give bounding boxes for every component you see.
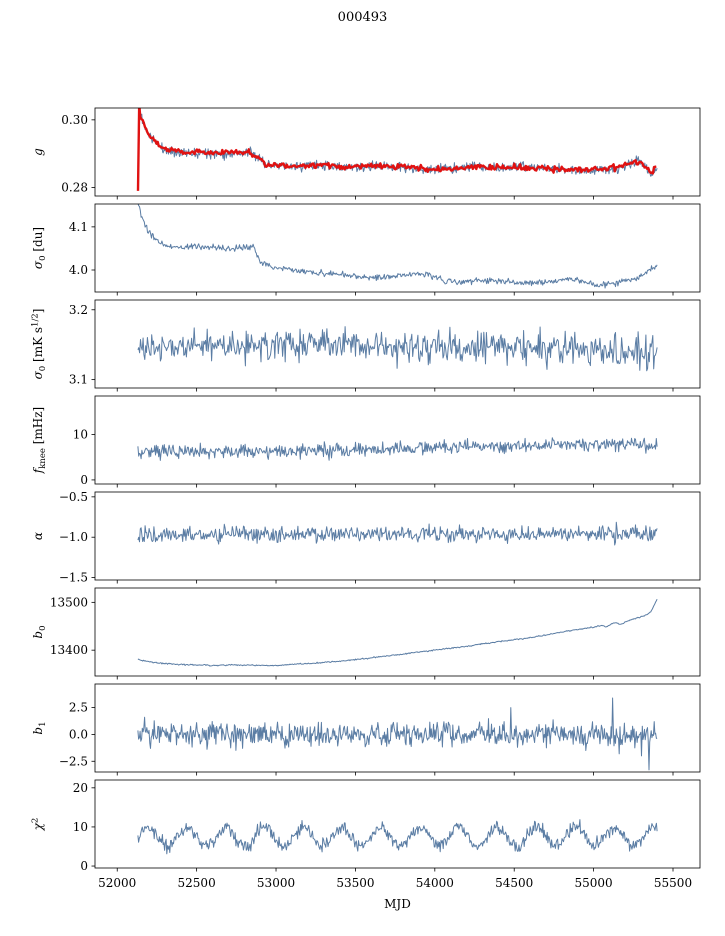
axes-frame: [94, 395, 701, 485]
y-axis-label: σ0 [du]: [31, 227, 48, 269]
axes-frame: [94, 587, 701, 677]
y-axis-label: σ0 [mK s1/2]: [31, 309, 49, 380]
y-tick-label: 4.1: [69, 220, 88, 234]
figure-title: 000493: [337, 10, 388, 25]
g-smoothed-overlay-line: [136, 108, 657, 191]
y-axis-label: g: [31, 148, 45, 156]
alpha-line: [137, 521, 658, 546]
axes-frame: [94, 779, 701, 869]
x-tick-label: 54000: [416, 876, 454, 890]
axes-frame: [94, 491, 701, 581]
chi2-line: [137, 819, 658, 855]
y-tick-label: 0.0: [69, 727, 88, 741]
b0-line: [137, 598, 658, 667]
y-tick-label: 0: [80, 473, 88, 487]
axes-frame: [94, 203, 701, 293]
y-tick-label: 3.1: [69, 373, 88, 387]
fknee-line: [137, 437, 658, 461]
b1-line: [137, 697, 658, 771]
subplot-fknee: 0 10 fknee [mHz]: [31, 395, 701, 488]
y-tick-label: 2.5: [69, 701, 88, 715]
subplot-b1: −2.5 0.0 2.5 b1: [31, 683, 701, 776]
y-axis-label: χ2: [31, 818, 46, 832]
subplot-alpha: −1.5 −1.0 −0.5 α: [31, 490, 701, 585]
y-axis-label: b0: [31, 625, 48, 638]
y-tick-label: 0.30: [61, 113, 88, 127]
x-tick-label: 55500: [654, 876, 692, 890]
y-tick-label: 10: [73, 820, 88, 834]
axes-frame: [94, 107, 701, 197]
y-tick-label: 3.2: [69, 303, 88, 317]
y-tick-label: 0.28: [61, 181, 88, 195]
y-tick-label: 13400: [50, 643, 88, 657]
y-tick-label: −2.5: [59, 754, 88, 768]
y-tick-label: −0.5: [59, 490, 88, 504]
subplot-chi2: 0 10 20 χ2 52000 52500 53000 53500 54000 54500 550…: [31, 779, 701, 911]
sigma0-mks-line: [137, 326, 658, 372]
x-tick-label: 54500: [495, 876, 533, 890]
subplot-sigma0-mks: 3.1 3.2 σ0 [mK s1/2]: [31, 299, 701, 392]
y-tick-label: −1.5: [59, 571, 88, 585]
x-tick-label: 53000: [257, 876, 295, 890]
axes-frame: [94, 299, 701, 389]
x-tick-label: 52500: [178, 876, 216, 890]
y-tick-label: 10: [73, 428, 88, 442]
y-tick-label: −1.0: [59, 530, 88, 544]
axes-frame: [94, 683, 701, 773]
y-axis-label: b1: [31, 721, 48, 734]
y-tick-label: 13500: [50, 595, 88, 609]
subplot-sigma0-du: 4.0 4.1 σ0 [du]: [31, 203, 701, 296]
x-axis-label: MJD: [384, 897, 411, 911]
y-tick-label: 20: [73, 781, 88, 795]
y-tick-label: 4.0: [69, 263, 88, 277]
y-axis-label: fknee [mHz]: [31, 407, 48, 474]
subplot-b0: 13400 13500 b0: [31, 587, 701, 680]
x-tick-label: 52000: [98, 876, 136, 890]
y-tick-label: 0: [80, 859, 88, 873]
sigma0-du-line: [137, 204, 658, 289]
x-tick-label: 55000: [575, 876, 613, 890]
subplot-g: 0.28 0.30 g: [31, 107, 701, 200]
x-tick-label: 53500: [336, 876, 374, 890]
y-axis-label: α: [31, 532, 45, 540]
